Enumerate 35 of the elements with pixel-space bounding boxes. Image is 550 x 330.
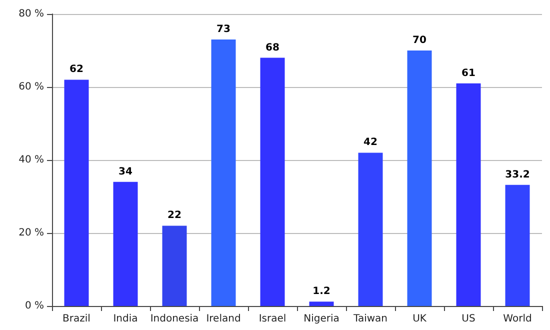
bar bbox=[456, 83, 481, 306]
data-label: 34 bbox=[118, 166, 132, 178]
data-label: 73 bbox=[216, 24, 230, 36]
data-label: 68 bbox=[266, 42, 280, 54]
bar bbox=[505, 184, 530, 306]
bar bbox=[407, 50, 432, 306]
x-tick-label: World bbox=[503, 314, 532, 324]
bar bbox=[211, 40, 236, 306]
x-tick-label: Indonesia bbox=[150, 314, 199, 324]
x-tick-label: Nigeria bbox=[304, 314, 340, 324]
x-tick-label: Taiwan bbox=[352, 314, 388, 324]
data-label: 70 bbox=[412, 35, 426, 46]
bar bbox=[162, 226, 187, 306]
x-tick-label: US bbox=[462, 314, 476, 324]
bar bbox=[358, 152, 383, 306]
data-label: 42 bbox=[364, 137, 378, 148]
data-label: 22 bbox=[168, 210, 182, 222]
y-tick-label: 20 % bbox=[18, 228, 44, 238]
bar bbox=[113, 182, 138, 306]
data-label: 33.2 bbox=[505, 169, 530, 180]
bar bbox=[309, 302, 334, 306]
y-tick-label: 40 % bbox=[18, 154, 44, 166]
data-label: 61 bbox=[462, 68, 476, 79]
x-tick-label: UK bbox=[412, 314, 427, 324]
data-label: 1.2 bbox=[312, 286, 330, 298]
bar bbox=[64, 80, 89, 306]
data-label: 62 bbox=[70, 64, 84, 76]
y-tick-label: 0 % bbox=[24, 300, 44, 312]
y-tick-label: 80 % bbox=[18, 8, 44, 20]
x-tick-label: India bbox=[113, 314, 138, 324]
x-tick-label: Brazil bbox=[62, 314, 90, 324]
x-tick-label: Ireland bbox=[206, 314, 241, 324]
x-tick-label: Israel bbox=[258, 314, 286, 324]
bar bbox=[260, 58, 285, 306]
y-tick-label: 60 % bbox=[18, 82, 44, 92]
